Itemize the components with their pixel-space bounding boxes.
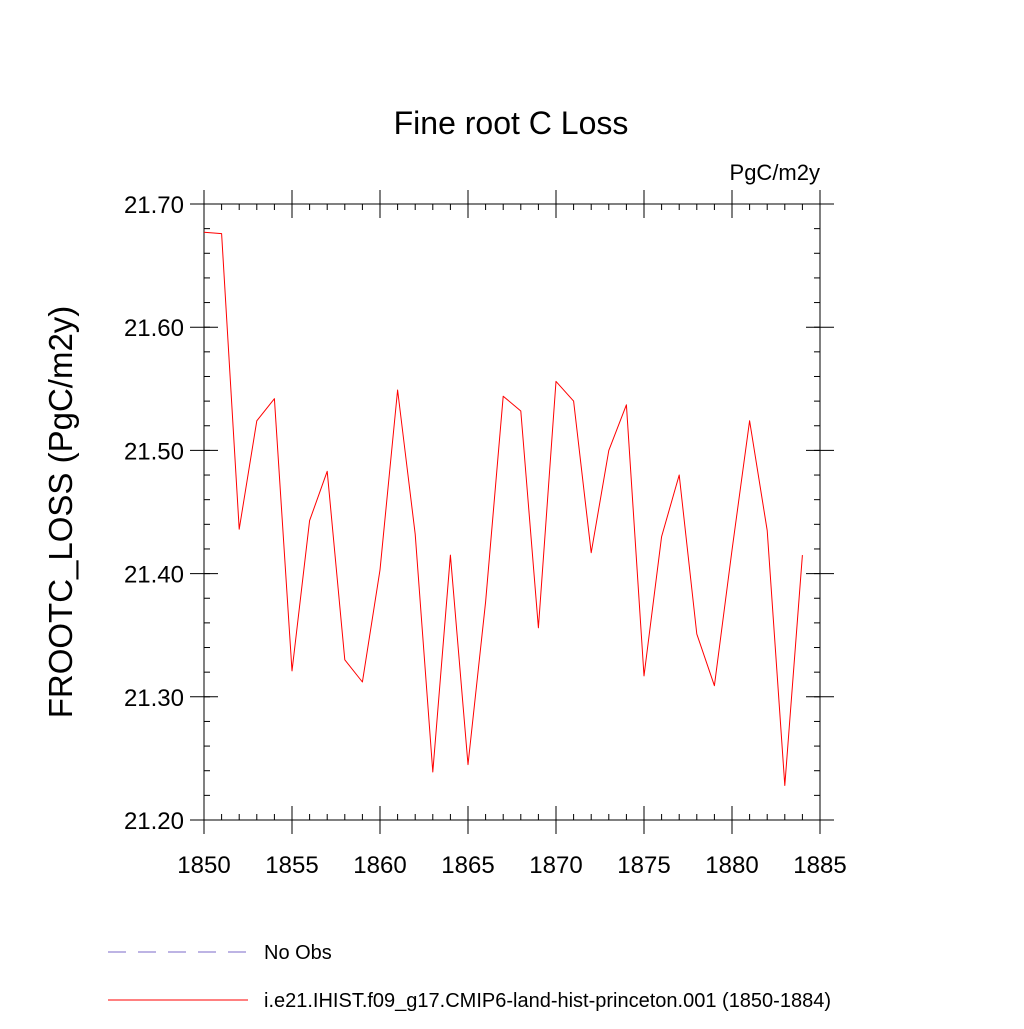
x-tick-label: 1865 [441,852,494,879]
chart-title: Fine root C Loss [394,105,629,141]
y-axis-label: FROOTC_LOSS (PgC/m2y) [42,306,79,719]
plot-border [203,203,821,821]
plot-frame [203,203,821,821]
legend: No Obs i.e21.IHIST.f09_g17.CMIP6-land-his… [108,942,831,1012]
x-tick-label: 1870 [529,852,582,879]
y-tick-label: 21.50 [124,438,184,465]
x-axis-ticks: 1850 1855 1860 1865 1870 1875 1880 1885 [177,190,847,879]
y-tick-label: 21.60 [124,315,184,342]
units-label: PgC/m2y [730,160,820,185]
y-tick-label: 21.20 [124,808,184,835]
x-tick-label: 1850 [177,852,230,879]
series-layer [203,231,803,786]
x-tick-label: 1860 [353,852,406,879]
series-line [203,231,803,786]
y-axis-ticks: 21.20 21.30 21.40 21.50 21.60 21.70 [124,192,834,835]
legend-label: No Obs [264,942,332,964]
x-tick-label: 1880 [705,852,758,879]
legend-label: i.e21.IHIST.f09_g17.CMIP6-land-hist-prin… [264,990,831,1012]
x-tick-label: 1885 [793,852,846,879]
x-tick-label: 1855 [265,852,318,879]
y-tick-label: 21.30 [124,685,184,712]
y-tick-label: 21.40 [124,562,184,589]
x-tick-label: 1875 [617,852,670,879]
y-tick-label: 21.70 [124,192,184,219]
